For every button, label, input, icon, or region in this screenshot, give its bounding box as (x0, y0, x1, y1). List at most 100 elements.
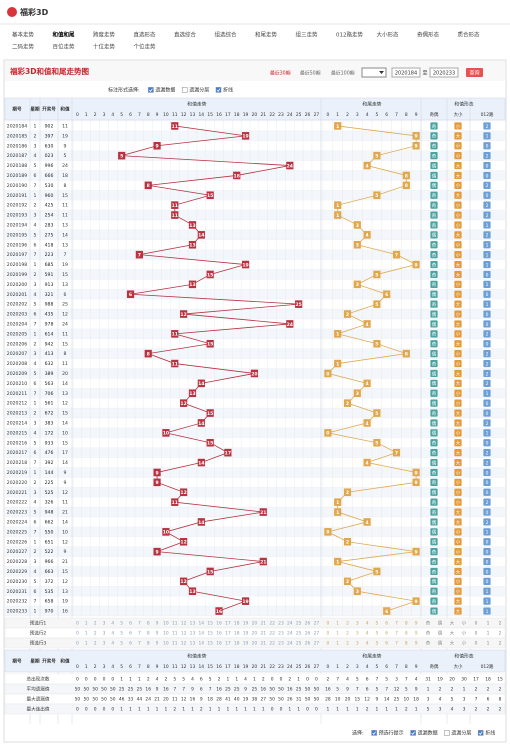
checkbox[interactable] (477, 730, 484, 736)
form-box (483, 350, 491, 358)
range-select[interactable] (361, 67, 387, 78)
issue: 2020190 (7, 183, 28, 189)
preselect-cell: 3 (356, 621, 359, 627)
row-bg (5, 457, 505, 468)
stats-value: 0 (94, 677, 97, 683)
to-input[interactable] (429, 67, 459, 78)
sum-mark-label: 14 (198, 233, 204, 239)
range-link[interactable]: 最近30期 (270, 70, 291, 77)
from-input[interactable] (391, 67, 421, 78)
stats-value: 25 (252, 687, 258, 693)
preselect-cell: 7 (395, 621, 398, 627)
query-button[interactable] (466, 68, 483, 77)
stats-value: 1 (288, 707, 291, 713)
option-item[interactable]: 遗漏数据 (155, 87, 175, 94)
range-link[interactable]: 最近50期 (300, 70, 321, 77)
weekday: 1 (34, 193, 37, 199)
tail-mark-label: 2 (346, 401, 349, 407)
weekday: 1 (34, 123, 37, 129)
form-box (430, 231, 438, 239)
tail-mark (343, 310, 352, 318)
sum-value: 14 (62, 381, 68, 387)
nav-link[interactable]: 奇偶形态 (417, 31, 440, 39)
stats-value: 20 (345, 697, 351, 703)
draw-number: 591 (45, 272, 54, 278)
stats-value: 6 (366, 687, 369, 693)
checkbox[interactable] (444, 730, 450, 736)
weekday: 7 (34, 529, 37, 535)
nav-link[interactable]: 012路走势 (336, 31, 363, 39)
nav-link[interactable]: 和值和尾 (53, 31, 76, 39)
nav-link[interactable]: 大小形态 (377, 31, 400, 39)
nav-link[interactable]: 百位走势 (53, 43, 76, 51)
issue: 2020203 (7, 312, 28, 318)
preselect-cell: 4 (366, 631, 369, 637)
form-value: 奇 (432, 499, 437, 506)
preselect-cell: 8 (147, 621, 150, 627)
checkbox[interactable] (410, 730, 416, 736)
form-box (483, 439, 491, 447)
sum-mark (241, 597, 250, 605)
tail-col-label: 3 (356, 112, 359, 118)
preselect-cell: 21 (260, 641, 266, 647)
form-value: 小 (456, 123, 461, 130)
tail-mark-label: 3 (356, 282, 359, 288)
form-box (483, 280, 491, 288)
tail-mark (363, 419, 371, 427)
issue: 2020213 (7, 411, 28, 417)
form-box (454, 528, 462, 536)
checkbox[interactable] (181, 87, 188, 93)
form-value: 1 (486, 391, 489, 397)
stats-value: 28 (325, 697, 331, 703)
nav-link[interactable]: 直选综合 (174, 31, 197, 39)
option-item[interactable]: 遗漏分层 (189, 87, 209, 94)
checkbox[interactable] (148, 87, 154, 93)
form-box (483, 379, 491, 387)
checkbox[interactable] (371, 730, 377, 736)
nav-link[interactable]: 和尾走势 (255, 31, 278, 39)
row-bg (5, 190, 505, 201)
nav-link[interactable]: 组选综合 (215, 31, 238, 39)
sum-mark-label: 11 (172, 213, 178, 219)
option-item[interactable]: 遗漏分层 (451, 730, 471, 737)
weekday: 3 (34, 559, 37, 565)
form-value: 奇 (432, 301, 437, 308)
preselect-cell: 10 (163, 631, 169, 637)
nav-link[interactable]: 基本走势 (12, 31, 35, 39)
issue: 2020184 (7, 123, 28, 129)
nav-link[interactable]: 个位走势 (134, 43, 157, 51)
range-link[interactable]: 最近100期 (331, 70, 355, 77)
stats-value: 2 (147, 677, 150, 683)
tail-mark-label: 8 (405, 351, 408, 357)
tail-col-label: 5 (376, 112, 379, 118)
sum-mark (180, 537, 188, 546)
sum-value: 16 (62, 609, 68, 615)
form-box (430, 607, 438, 615)
nav-link[interactable]: 二码走势 (12, 43, 35, 51)
option-item[interactable]: 折线 (223, 87, 233, 94)
form-box (483, 132, 491, 140)
tail-col-label: 3 (356, 664, 359, 670)
option-item[interactable]: 遗漏数据 (418, 730, 438, 737)
form-value: 奇 (432, 440, 437, 447)
nav-link[interactable]: 跨度走势 (93, 31, 116, 39)
option-item[interactable]: 预选行提示 (379, 730, 404, 737)
stats-value: 0 (315, 707, 318, 713)
form-value: 0 (486, 322, 489, 328)
stats-value: 3 (463, 707, 466, 713)
weekday: 3 (34, 143, 37, 149)
sum-mark (197, 518, 205, 526)
preselect-cell: 16 (216, 641, 222, 647)
sum-mark-label: 8 (147, 351, 150, 357)
form-box (430, 369, 438, 378)
nav-link[interactable]: 组三走势 (296, 31, 319, 39)
nav-link[interactable]: 十位走势 (93, 43, 116, 51)
nav-link[interactable]: 直选形态 (134, 31, 157, 39)
checkbox[interactable] (215, 87, 222, 93)
stats-value: 1 (182, 707, 185, 713)
form-box (483, 359, 491, 368)
nav-link[interactable]: 质合形态 (458, 31, 481, 39)
option-item[interactable]: 折线 (485, 730, 495, 737)
sum-col-label: 18 (234, 112, 240, 118)
sum-mark-label: 14 (198, 421, 204, 427)
